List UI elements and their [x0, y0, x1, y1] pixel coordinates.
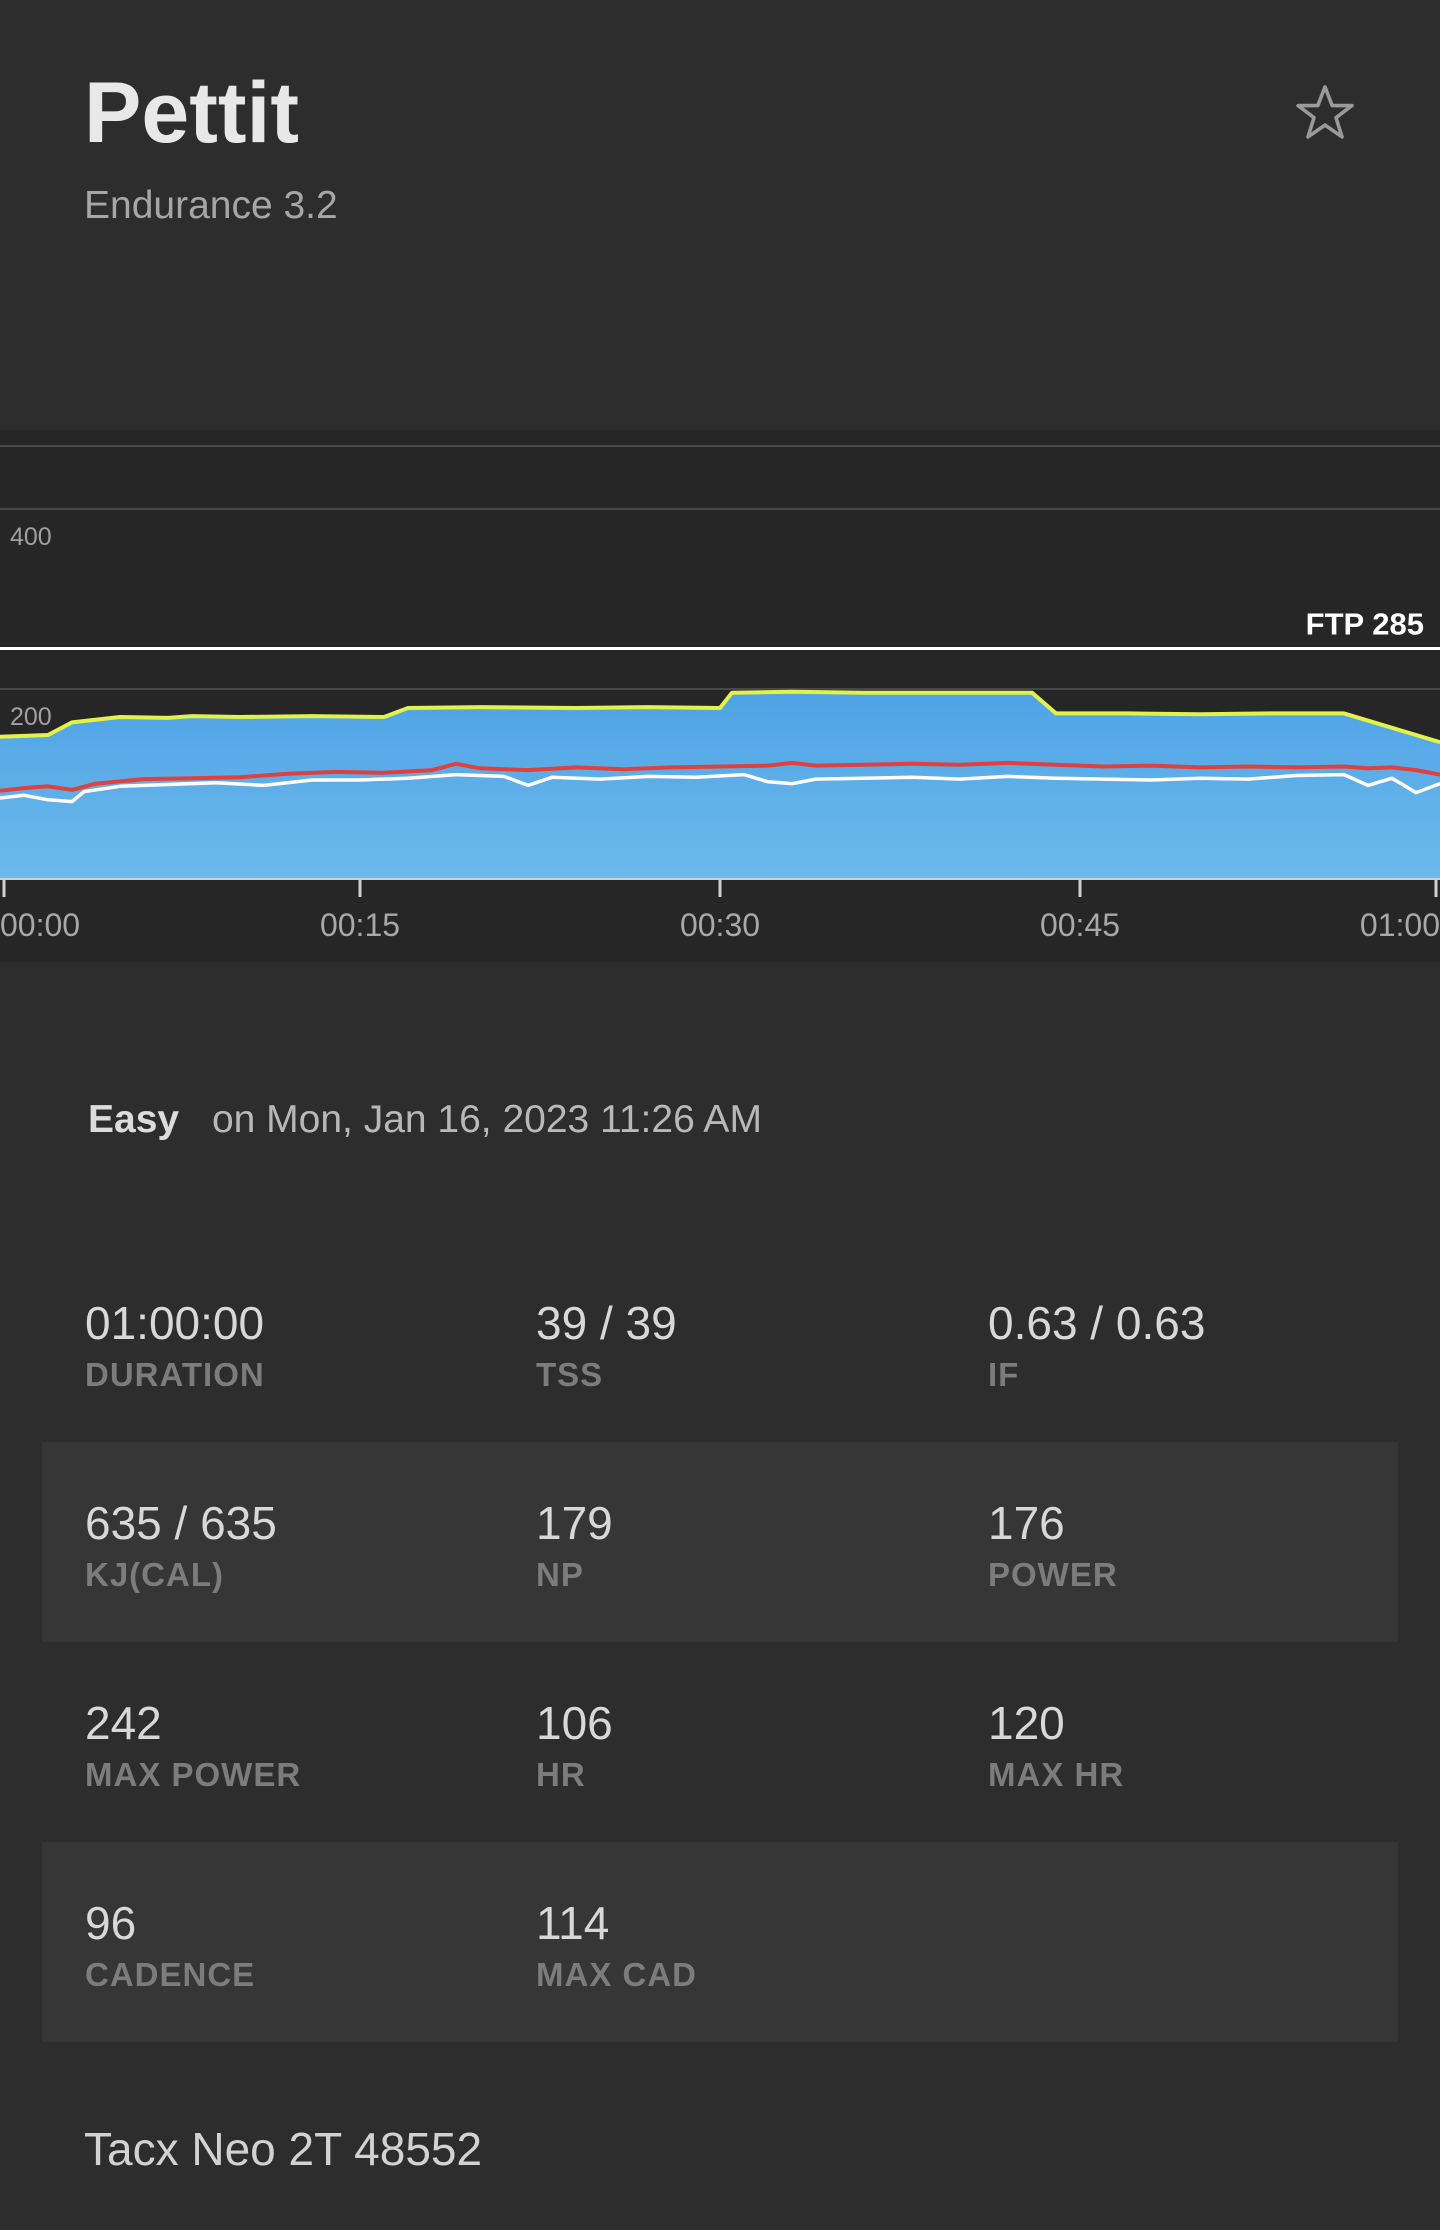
stat-value: 0.63 / 0.63 — [988, 1297, 1206, 1349]
stat-cadence: 96 CADENCE — [85, 1900, 255, 1991]
ftp-label: FTP 285 — [1306, 607, 1424, 642]
stat-tss: 39 / 39 TSS — [536, 1300, 677, 1391]
stat-value: 39 / 39 — [536, 1297, 677, 1349]
stats-row: 242 MAX POWER 106 HR 120 MAX HR — [42, 1642, 1398, 1842]
stat-label: POWER — [988, 1556, 1118, 1593]
stat-label: KJ(CAL) — [85, 1556, 224, 1593]
x-tick-label: 00:45 — [1040, 907, 1120, 943]
stat-label: TSS — [536, 1356, 604, 1393]
difficulty-label: Easy — [88, 1098, 180, 1141]
stat-label: MAX CAD — [536, 1956, 697, 1993]
stats-row: 96 CADENCE 114 MAX CAD — [42, 1842, 1398, 2042]
stat-value: 176 — [988, 1497, 1065, 1549]
star-icon[interactable] — [1292, 80, 1358, 146]
x-tick-label: 00:30 — [680, 907, 760, 943]
stat-label: IF — [988, 1356, 1020, 1393]
stat-kj: 635 / 635 KJ(CAL) — [85, 1500, 277, 1591]
stat-value: 242 — [85, 1697, 162, 1749]
stats-row: 01:00:00 DURATION 39 / 39 TSS 0.63 / 0.6… — [42, 1242, 1398, 1442]
x-tick-label: 01:00 — [1360, 907, 1440, 943]
completed-date: on Mon, Jan 16, 2023 11:26 AM — [211, 1098, 762, 1141]
stat-duration: 01:00:00 DURATION — [85, 1300, 265, 1391]
stat-label: DURATION — [85, 1356, 265, 1393]
stat-if: 0.63 / 0.63 IF — [988, 1300, 1205, 1391]
stats-row: 635 / 635 KJ(CAL) 179 NP 176 POWER — [42, 1442, 1398, 1642]
stat-label: MAX POWER — [85, 1756, 302, 1793]
target-power-area — [0, 692, 1440, 879]
heart-rate-line — [0, 760, 1440, 793]
gridlines — [0, 445, 1440, 690]
stat-label: NP — [536, 1556, 584, 1593]
device-name: Tacx Neo 2T 48552 — [84, 2123, 483, 2175]
x-tick-label: 00:00 — [0, 907, 80, 943]
stat-max-power: 242 MAX POWER — [85, 1700, 301, 1791]
workout-summary: Easy on Mon, Jan 16, 2023 11:26 AM — [88, 1100, 762, 1139]
stat-max-hr: 120 MAX HR — [988, 1700, 1124, 1791]
x-axis: 00:00 00:15 00:30 00:45 01:00 — [0, 878, 1440, 943]
stat-value: 635 / 635 — [85, 1497, 277, 1549]
x-tick-label: 00:15 — [320, 907, 400, 943]
power-line — [0, 689, 1440, 745]
workout-title: Pettit — [84, 65, 299, 161]
y-axis: 200 400 — [10, 523, 52, 731]
y-tick-label: 200 — [10, 703, 52, 731]
stat-label: CADENCE — [85, 1956, 256, 1993]
stat-value: 96 — [85, 1897, 137, 1949]
workout-chart-svg: FTP 285 200 400 00:00 00:15 00:30 00:45 01:00 — [0, 445, 1440, 943]
workout-header: Pettit Endurance 3.2 — [0, 0, 1440, 430]
cadence-line — [0, 772, 1440, 804]
stat-value: 179 — [536, 1497, 613, 1549]
stat-max-cad: 114 MAX CAD — [536, 1900, 697, 1991]
y-tick-label: 400 — [10, 523, 52, 551]
stat-value: 106 — [536, 1697, 613, 1749]
workout-subtitle: Endurance 3.2 — [84, 184, 338, 227]
stat-power: 176 POWER — [988, 1500, 1118, 1591]
stat-value: 114 — [536, 1897, 610, 1949]
stat-label: HR — [536, 1756, 586, 1793]
stat-value: 120 — [988, 1697, 1065, 1749]
stats-grid: 01:00:00 DURATION 39 / 39 TSS 0.63 / 0.6… — [42, 1242, 1398, 2042]
stat-hr: 106 HR — [536, 1700, 613, 1791]
stat-label: MAX HR — [988, 1756, 1125, 1793]
stat-value: 01:00:00 — [85, 1297, 265, 1349]
stat-np: 179 NP — [536, 1500, 613, 1591]
workout-chart: FTP 285 200 400 00:00 00:15 00:30 00:45 01:00 — [0, 430, 1440, 962]
